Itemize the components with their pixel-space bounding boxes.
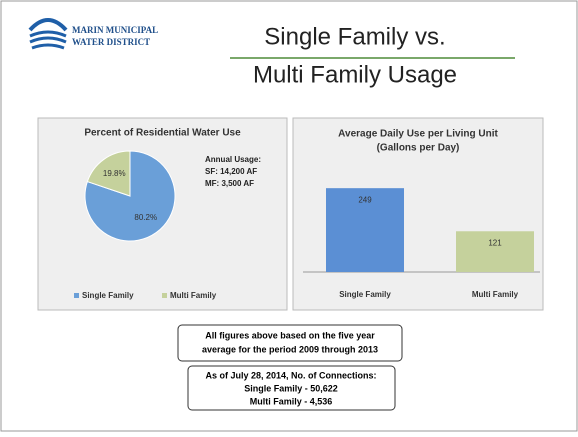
title: Single Family vs. <box>264 23 445 50</box>
note-box <box>177 324 403 362</box>
legend-swatch <box>74 293 79 298</box>
note-text: Multi Family - 4,536 <box>250 396 333 406</box>
data-label: 121 <box>488 238 502 247</box>
legend-label: Multi Family <box>170 291 217 300</box>
annotation: Annual Usage: <box>205 155 261 164</box>
note-text: average for the period 2009 through 2013 <box>202 344 378 354</box>
title: Multi Family Usage <box>253 61 457 88</box>
logo-text: MARIN MUNICIPAL <box>72 25 158 35</box>
data-label: 19.8% <box>103 169 126 178</box>
chart-title: (Gallons per Day) <box>377 143 460 154</box>
logo-icon <box>28 18 68 50</box>
logo-text: WATER DISTRICT <box>72 37 150 47</box>
annotation: SF: 14,200 AF <box>205 167 257 176</box>
note-text: All figures above based on the five year <box>205 330 375 340</box>
note-box <box>187 365 396 411</box>
note-text: Single Family - 50,622 <box>244 383 338 393</box>
bar <box>326 188 404 272</box>
pie-slice <box>86 150 131 197</box>
x-tick-label: Single Family <box>339 290 391 299</box>
chart-title: Percent of Residential Water Use <box>84 128 241 139</box>
bar <box>456 231 534 272</box>
x-tick-label: Multi Family <box>472 290 519 299</box>
chart-title: Average Daily Use per Living Unit <box>338 129 498 140</box>
legend-swatch <box>162 293 167 298</box>
annotation: MF: 3,500 AF <box>205 179 254 188</box>
data-label: 249 <box>358 195 372 204</box>
note-text: As of July 28, 2014, No. of Connections: <box>205 370 376 380</box>
legend-label: Single Family <box>82 291 134 300</box>
data-label: 80.2% <box>134 213 157 222</box>
